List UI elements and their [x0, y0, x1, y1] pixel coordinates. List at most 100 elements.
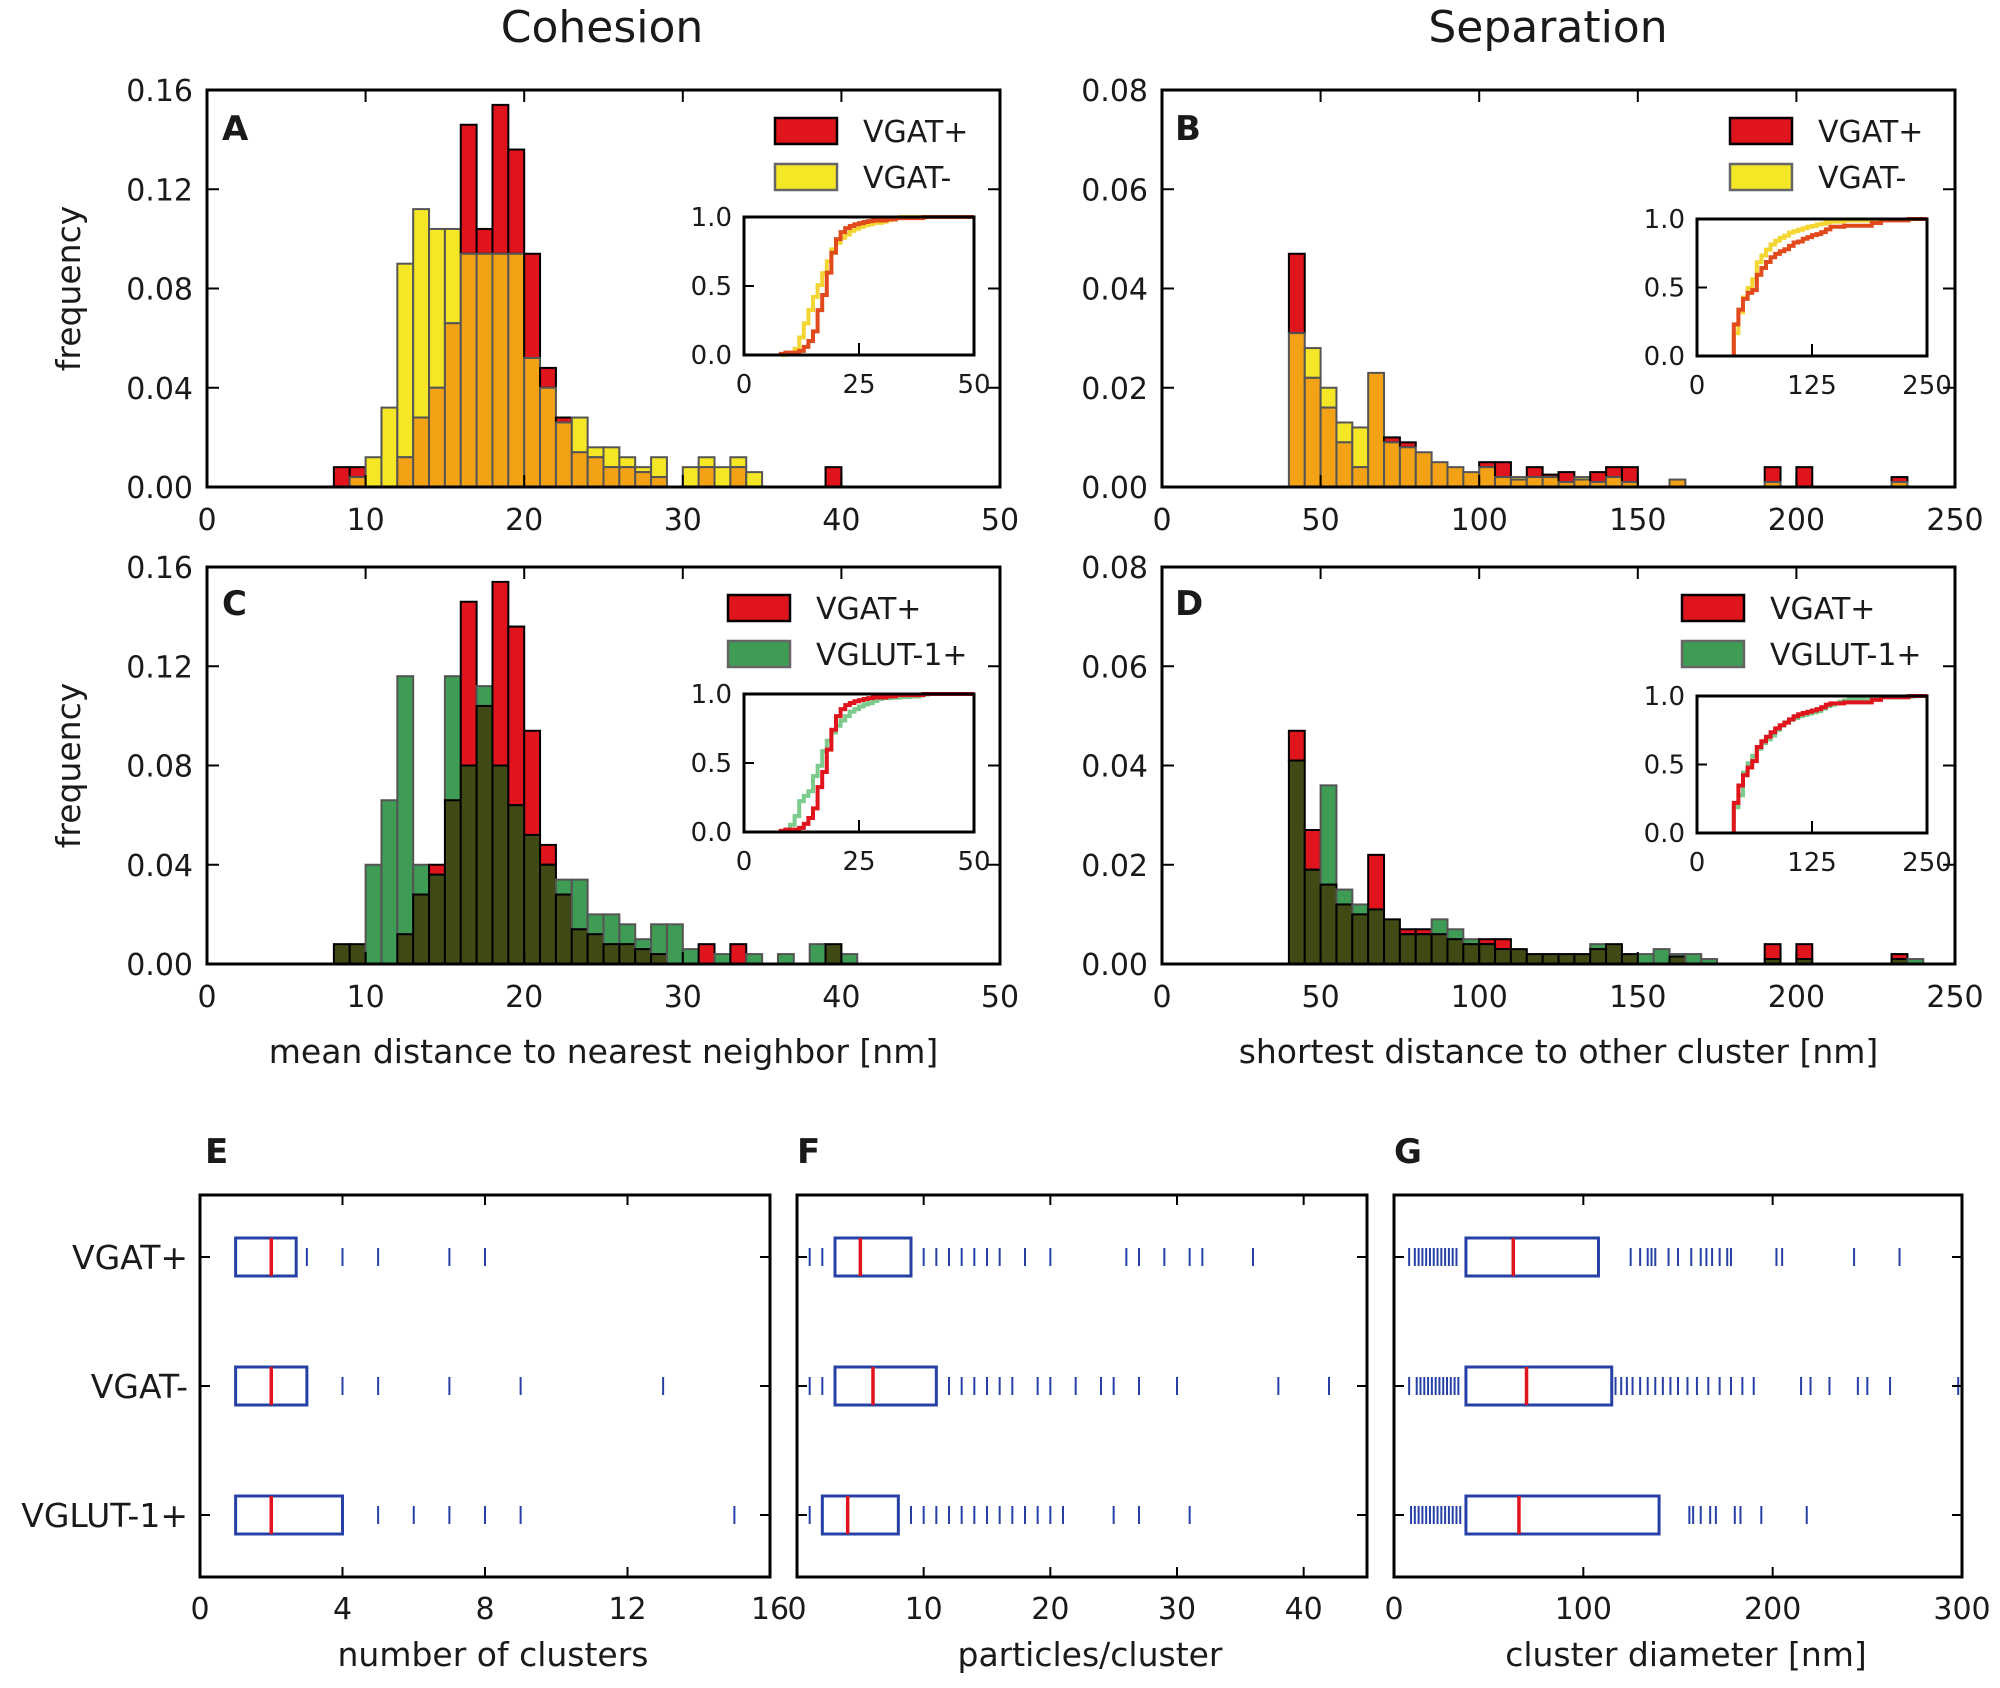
legend-label: VGLUT-1+	[816, 638, 968, 673]
histogram-bar-overlap	[1446, 938, 1465, 965]
x-tick-label: 10	[347, 980, 385, 1015]
histogram-bar-vgat-plus	[1763, 943, 1782, 961]
histogram-bar-overlap	[570, 928, 589, 966]
column-title-cohesion: Cohesion	[501, 2, 704, 53]
histogram-bar-vgat-plus	[1605, 466, 1623, 479]
panel-f-boxplot: 0 10 20 30 40 particles/cluster F	[787, 1132, 1369, 1674]
histogram-bar-series-2	[412, 863, 431, 896]
histogram-bar-series-2	[808, 943, 827, 966]
histogram-bar-overlap	[459, 252, 478, 488]
histogram-bar-overlap	[348, 943, 367, 966]
inset-y-tick-label: 0.5	[691, 749, 732, 779]
histogram-bar-overlap	[570, 451, 589, 489]
box	[234, 1494, 344, 1536]
panel-label: G	[1394, 1132, 1422, 1172]
histogram-bar-vgat-plus	[428, 863, 446, 876]
inset-x-tick-label: 25	[842, 847, 875, 877]
x-tick-label: 0	[197, 980, 216, 1015]
inset-y-tick-label: 0.5	[1644, 274, 1685, 304]
histogram-bar-series-2	[475, 685, 494, 707]
panel-d-histogram: 0 50 100 150 200 2500.000.020.040.060.08short…	[1081, 551, 1983, 1071]
y-axis-label: frequency	[49, 683, 88, 849]
box	[1464, 1365, 1614, 1407]
histogram-bar-vgat-plus	[1525, 466, 1544, 479]
y-tick-label: 0.04	[126, 372, 193, 407]
box	[1464, 1494, 1661, 1536]
x-tick-label: 30	[664, 503, 702, 538]
panel-e-boxplot: VGAT+ VGAT- VGLUT-1+ 0 4 8 12 16 number of clust…	[21, 1132, 789, 1674]
x-axis-label: number of clusters	[337, 1635, 648, 1674]
inset-cdf-line	[1731, 694, 1927, 833]
inset-x-tick-label: 250	[1902, 848, 1952, 878]
histogram-bar-overlap	[1430, 933, 1449, 965]
histogram-bar-overlap	[428, 873, 446, 965]
histogram-bar-overlap	[475, 704, 494, 965]
y-tick-label: 0.12	[126, 173, 193, 208]
histogram-bar-series-2	[380, 799, 399, 965]
histogram-bar-series-2	[364, 456, 383, 489]
histogram-bar-overlap	[443, 799, 462, 965]
histogram-bar-series-2	[428, 227, 446, 389]
legend-swatch	[1728, 162, 1794, 192]
histogram-bar-overlap	[1335, 903, 1354, 966]
legend-swatch	[726, 639, 792, 669]
box	[234, 1236, 298, 1278]
histogram-bar-overlap	[459, 764, 478, 965]
x-tick-label: 100	[1451, 503, 1508, 538]
legend-label: VGAT+	[1770, 592, 1875, 627]
y-tick-label: 0.16	[126, 551, 193, 586]
histogram-bar-overlap	[523, 833, 542, 965]
inset-y-tick-label: 0.0	[691, 818, 732, 848]
histogram-bar-series-2	[729, 456, 748, 469]
x-tick-label: 10	[347, 503, 385, 538]
histogram-bar-series-2	[364, 863, 383, 965]
histogram-bar-series-2	[634, 938, 653, 951]
histogram-bar-series-2	[745, 471, 764, 488]
histogram-bar-overlap	[697, 466, 716, 488]
histogram-bar-vgat-plus	[1795, 943, 1814, 961]
histogram-bar-series-2	[1351, 426, 1370, 469]
x-axis-label: mean distance to nearest neighbor [nm]	[269, 1032, 938, 1071]
histogram-bar-overlap	[1398, 933, 1417, 965]
histogram-bar-vgat-plus	[1620, 466, 1639, 484]
histogram-bar-overlap	[491, 252, 510, 488]
histogram-bar-overlap	[1351, 913, 1370, 965]
histogram-bar-overlap	[1414, 933, 1433, 965]
histogram-bar-vgat-plus	[459, 123, 478, 255]
histogram-bar-vgat-plus	[1795, 466, 1814, 488]
panel-label: C	[222, 584, 247, 624]
x-tick-label: 20	[505, 980, 543, 1015]
histogram-bar-series-2	[681, 948, 700, 965]
histogram-bar-series-2	[618, 923, 637, 946]
legend-label: VGAT-	[1818, 161, 1906, 196]
histogram-bar-series-2	[1335, 888, 1354, 906]
histogram-bar-overlap	[507, 252, 526, 488]
box	[833, 1365, 938, 1407]
legend-swatch	[1728, 116, 1794, 146]
histogram-bar-overlap	[523, 356, 542, 488]
histogram-bar-overlap	[618, 466, 637, 488]
legend-swatch	[1680, 639, 1746, 669]
histogram-bar-overlap	[1367, 908, 1386, 965]
x-tick-label: 150	[1609, 980, 1666, 1015]
legend-swatch	[1680, 593, 1746, 623]
histogram-bar-overlap	[332, 943, 351, 966]
histogram-bar-series-2	[665, 923, 684, 965]
histogram-bar-vgat-plus	[1303, 829, 1322, 871]
x-tick-label: 0	[787, 1592, 806, 1627]
histogram-bar-series-2	[443, 675, 462, 802]
inset-background	[744, 217, 974, 355]
histogram-bar-overlap	[1351, 466, 1370, 488]
panel-g-boxplot: 0 100 200 300 cluster diameter [nm] G	[1384, 1132, 1990, 1674]
histogram-bar-vgat-plus	[491, 103, 510, 255]
histogram-bar-series-2	[443, 227, 462, 325]
x-tick-label: 0	[1152, 503, 1171, 538]
histogram-bar-overlap	[729, 466, 748, 488]
inset-x-tick-label: 0	[1689, 371, 1706, 401]
histogram-bar-overlap	[1446, 466, 1465, 488]
histogram-bar-overlap	[475, 252, 494, 488]
histogram-bar-series-2	[713, 466, 732, 488]
histogram-bar-overlap	[1319, 406, 1338, 489]
box	[1464, 1236, 1600, 1278]
